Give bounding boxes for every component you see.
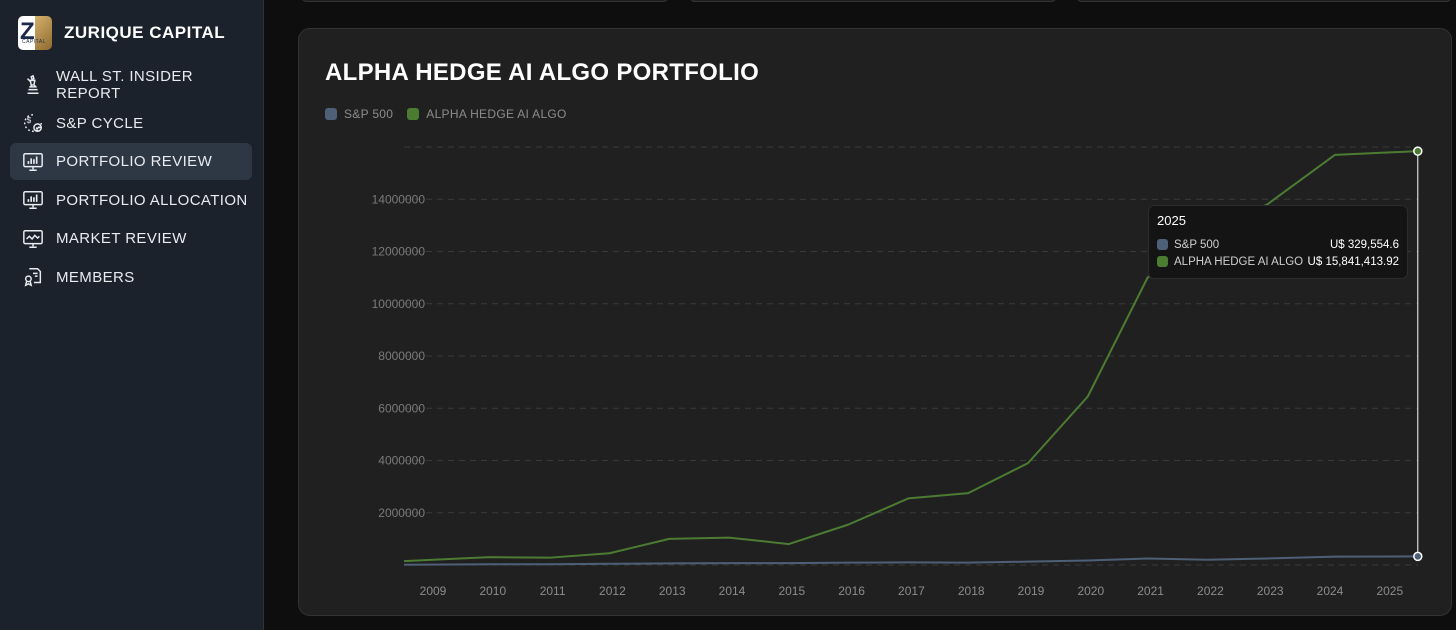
y-tick-label: 2000000 [378,506,425,520]
legend-item-alpha[interactable]: ALPHA HEDGE AI ALGO [407,107,566,121]
sp500-series-line [403,555,1418,566]
y-tick-label: 14000000 [372,192,426,206]
sidebar-item-portfolio-review[interactable]: PORTFOLIO REVIEW [10,143,252,181]
x-tick-label: 2014 [719,584,746,598]
x-tick-label: 2011 [540,584,566,598]
y-tick-label: 10000000 [372,297,426,311]
trend-monitor-icon [22,228,44,250]
x-tick-label: 2022 [1197,584,1224,598]
tooltip-series-name: S&P 500 [1174,238,1220,251]
sidebar-item-label: WALL ST. INSIDER REPORT [56,67,193,102]
tooltip-series-value: U$ 15,841,413.92 [1307,255,1399,268]
dollar-cycle-icon: $ [22,112,44,134]
brand-name: ZURIQUE CAPITAL [64,23,226,42]
tooltip-series-name: ALPHA HEDGE AI ALGO [1174,255,1304,268]
sidebar: Z CAPITAL ZURIQUE CAPITAL WALL ST. INSID… [0,0,264,630]
legend-label: ALPHA HEDGE AI ALGO [426,107,567,121]
x-tick-label: 2015 [778,584,805,598]
tooltip-series-value: U$ 329,554.6 [1329,238,1399,251]
sidebar-item-label: PORTFOLIO REVIEW [56,153,213,171]
x-tick-label: 2025 [1376,584,1403,598]
sidebar-item-label: MARKET REVIEW [56,230,187,248]
x-tick-label: 2017 [898,584,925,598]
sidebar-item-wall-st-insider-report[interactable]: WALL ST. INSIDER REPORT [10,66,252,103]
legend-swatch-sp500 [325,108,337,120]
certificate-icon [22,266,44,288]
sidebar-item-label: PORTFOLIO ALLOCATION [56,191,248,209]
sidebar-item-market-review[interactable]: MARKET REVIEW [10,220,252,257]
svg-text:$: $ [27,116,32,125]
x-tick-label: 2020 [1077,584,1104,598]
sidebar-nav: WALL ST. INSIDER REPORT $ S&P CYCLE PORT… [10,66,252,298]
x-tick-label: 2024 [1317,584,1344,598]
x-tick-label: 2021 [1137,584,1164,598]
tooltip-swatch [1157,256,1168,267]
sidebar-item-sp-cycle[interactable]: $ S&P CYCLE [10,105,252,142]
x-tick-label: 2010 [479,584,506,598]
logo-small-text: CAPITAL [22,39,46,45]
sidebar-item-label: MEMBERS [56,268,135,286]
y-tick-label: 6000000 [378,401,425,415]
sidebar-item-members[interactable]: MEMBERS [10,259,252,296]
x-tick-label: 2012 [599,584,626,598]
statue-icon [22,74,44,96]
sidebar-item-label: S&P CYCLE [56,114,144,132]
tooltip-swatch [1157,239,1168,250]
legend-swatch-alpha [407,108,420,120]
x-tick-label: 2009 [420,584,447,598]
tooltip-title: 2025 [1157,213,1186,228]
panel-title: ALPHA HEDGE AI ALGO PORTFOLIO [325,59,760,86]
x-tick-label: 2023 [1257,584,1284,598]
chart-legend: S&P 500 ALPHA HEDGE AI ALGO [325,107,581,121]
chart-tooltip: 2025 S&P 500 U$ 329,554.6 ALPHA HEDGE AI… [1148,205,1408,279]
x-tick-label: 2018 [958,584,985,598]
brand[interactable]: Z CAPITAL ZURIQUE CAPITAL [18,16,225,50]
x-tick-label: 2016 [838,584,865,598]
tooltip-row-alpha: ALPHA HEDGE AI ALGO U$ 15,841,413.92 [1157,253,1399,270]
alpha-hover-point [1413,146,1423,156]
y-tick-label: 4000000 [378,454,425,468]
x-tick-label: 2013 [659,584,686,598]
portfolio-chart-panel: ALPHA HEDGE AI ALGO PORTFOLIO S&P 500 AL… [298,28,1452,616]
sidebar-item-portfolio-allocation[interactable]: PORTFOLIO ALLOCATION [10,182,252,219]
x-tick-label: 2019 [1018,584,1045,598]
brand-logo: Z CAPITAL [18,16,52,50]
chart-monitor-icon [22,151,44,173]
logo-letter: Z [20,18,35,45]
legend-label: S&P 500 [344,107,394,121]
y-tick-label: 8000000 [378,349,425,363]
y-tick-label: 12000000 [372,245,426,259]
sp500-hover-point [1413,551,1423,562]
legend-item-sp500[interactable]: S&P 500 [325,107,393,121]
chart-monitor-icon [22,189,44,211]
tooltip-row-sp500: S&P 500 U$ 329,554.6 [1157,236,1399,253]
